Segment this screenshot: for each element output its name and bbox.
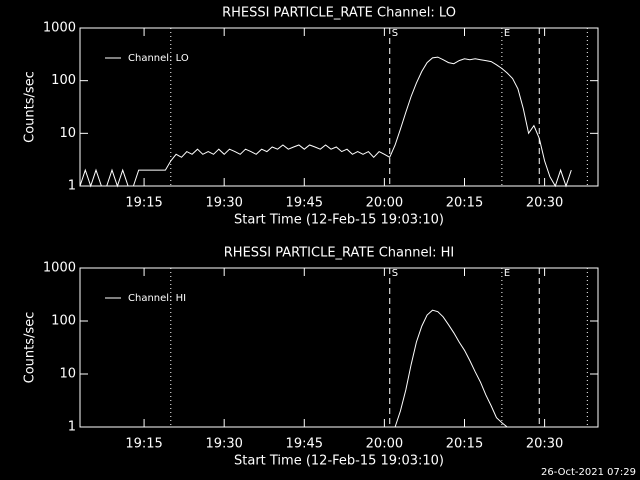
data-line [394,309,508,428]
x-tick-label: 19:15 [125,437,162,452]
footer-timestamp: 26-Oct-2021 07:29 [541,467,636,478]
y-tick-label: 100 [51,73,76,88]
time-marker-label: E [504,28,510,39]
x-tick-label: 20:15 [446,437,483,452]
x-tick-label: 20:15 [446,196,483,211]
x-tick-label: 19:45 [286,196,323,211]
y-tick-label: 10 [59,367,76,382]
x-axis-label: Start Time (12-Feb-15 19:03:10) [234,454,444,469]
x-tick-label: 20:30 [526,196,563,211]
plot-frame [79,267,599,428]
x-tick-label: 19:30 [205,437,242,452]
time-marker-label: S [392,28,398,39]
chart-title: RHESSI PARTICLE_RATE Channel: HI [224,246,454,261]
time-marker-label: S [392,268,398,279]
x-tick-label: 20:30 [526,437,563,452]
y-tick-label: 1 [68,179,76,194]
y-tick-label: 1000 [43,21,76,36]
time-marker-label: E [504,268,510,279]
x-tick-label: 19:30 [205,196,242,211]
y-axis-label: Counts/sec [23,71,38,143]
y-tick-label: 10 [59,126,76,141]
plot-frame [79,27,599,187]
y-tick-label: 100 [51,314,76,329]
y-tick-label: 1000 [43,261,76,276]
data-line [79,56,572,188]
chart-title: RHESSI PARTICLE_RATE Channel: LO [222,6,456,21]
y-tick-label: 1 [68,420,76,435]
y-axis-label: Counts/sec [23,312,38,384]
x-tick-label: 20:00 [366,196,403,211]
legend-label: Channel: HI [128,293,186,304]
x-axis-label: Start Time (12-Feb-15 19:03:10) [234,213,444,228]
x-tick-label: 20:00 [366,437,403,452]
legend-label: Channel: LO [128,53,189,64]
x-tick-label: 19:45 [286,437,323,452]
x-tick-label: 19:15 [125,196,162,211]
